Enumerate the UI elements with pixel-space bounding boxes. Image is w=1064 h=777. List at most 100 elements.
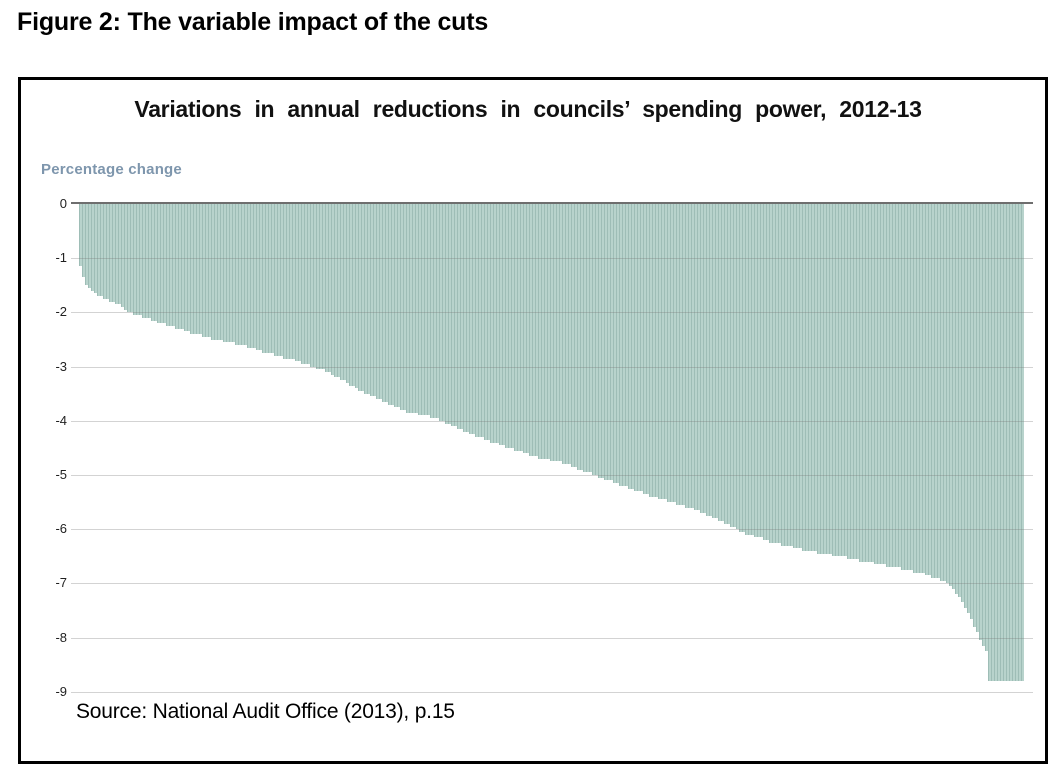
- bar: [748, 204, 751, 535]
- bar: [901, 204, 904, 570]
- bar: [928, 204, 931, 576]
- gridline: [71, 366, 1033, 368]
- bar: [988, 204, 991, 681]
- bar: [859, 204, 862, 562]
- bar: [937, 204, 940, 578]
- bar: [316, 204, 319, 370]
- bar: [163, 204, 166, 324]
- bar: [178, 204, 181, 329]
- bar: [1012, 204, 1015, 681]
- bar: [796, 204, 799, 549]
- chart-box: Variations in annual reductions in counc…: [18, 77, 1048, 764]
- bar: [835, 204, 838, 557]
- bar: [703, 204, 706, 513]
- bar: [496, 204, 499, 443]
- bar: [289, 204, 292, 359]
- bar: [868, 204, 871, 562]
- bar: [994, 204, 997, 681]
- bar: [637, 204, 640, 492]
- bar: [934, 204, 937, 578]
- bar: [469, 204, 472, 435]
- bar: [184, 204, 187, 332]
- bar: [79, 204, 82, 267]
- bar: [571, 204, 574, 467]
- bar: [124, 204, 127, 310]
- bar: [412, 204, 415, 413]
- bar: [604, 204, 607, 481]
- bar: [724, 204, 727, 524]
- bar: [193, 204, 196, 335]
- bar: [295, 204, 298, 362]
- bar: [370, 204, 373, 397]
- bar: [916, 204, 919, 573]
- bar: [961, 204, 964, 603]
- bar: [325, 204, 328, 372]
- bar: [415, 204, 418, 413]
- bar: [712, 204, 715, 519]
- bar: [991, 204, 994, 681]
- bar: [517, 204, 520, 451]
- bar: [82, 204, 85, 278]
- bar: [244, 204, 247, 345]
- bar: [616, 204, 619, 484]
- bar: [913, 204, 916, 573]
- bar: [694, 204, 697, 511]
- bar: [688, 204, 691, 508]
- bar: [814, 204, 817, 551]
- bar: [196, 204, 199, 335]
- y-tick-label: -3: [55, 358, 67, 374]
- gridline: [71, 312, 1033, 314]
- bar: [577, 204, 580, 470]
- bar: [817, 204, 820, 554]
- bar: [955, 204, 958, 595]
- bar: [490, 204, 493, 443]
- bar: [385, 204, 388, 402]
- bar: [1021, 204, 1024, 681]
- bar: [589, 204, 592, 473]
- y-tick-label: -7: [55, 575, 67, 591]
- bar: [436, 204, 439, 419]
- bar: [931, 204, 934, 578]
- bar: [826, 204, 829, 554]
- bar: [274, 204, 277, 356]
- bar: [157, 204, 160, 324]
- bar: [190, 204, 193, 335]
- bar: [97, 204, 100, 297]
- bar: [211, 204, 214, 340]
- bar: [478, 204, 481, 438]
- bar: [481, 204, 484, 438]
- bar: [223, 204, 226, 343]
- zero-axis-line: [71, 202, 1033, 204]
- bar: [88, 204, 91, 288]
- bar: [964, 204, 967, 608]
- bar: [109, 204, 112, 302]
- bar: [352, 204, 355, 386]
- bar: [607, 204, 610, 481]
- bar: [829, 204, 832, 554]
- gridline: [71, 420, 1033, 422]
- bar: [745, 204, 748, 535]
- bar: [592, 204, 595, 475]
- bar: [736, 204, 739, 530]
- bar: [721, 204, 724, 522]
- bar: [388, 204, 391, 405]
- bar: [601, 204, 604, 478]
- bar: [334, 204, 337, 378]
- bar: [160, 204, 163, 324]
- bar: [175, 204, 178, 329]
- bar: [1000, 204, 1003, 681]
- bar: [568, 204, 571, 465]
- bar: [166, 204, 169, 326]
- bar: [409, 204, 412, 413]
- bar: [856, 204, 859, 559]
- bar: [907, 204, 910, 570]
- bar: [514, 204, 517, 451]
- bar: [754, 204, 757, 538]
- bar: [457, 204, 460, 429]
- bar: [658, 204, 661, 500]
- bar: [421, 204, 424, 416]
- bar: [970, 204, 973, 619]
- bar: [493, 204, 496, 443]
- bar: [922, 204, 925, 573]
- bar: [844, 204, 847, 557]
